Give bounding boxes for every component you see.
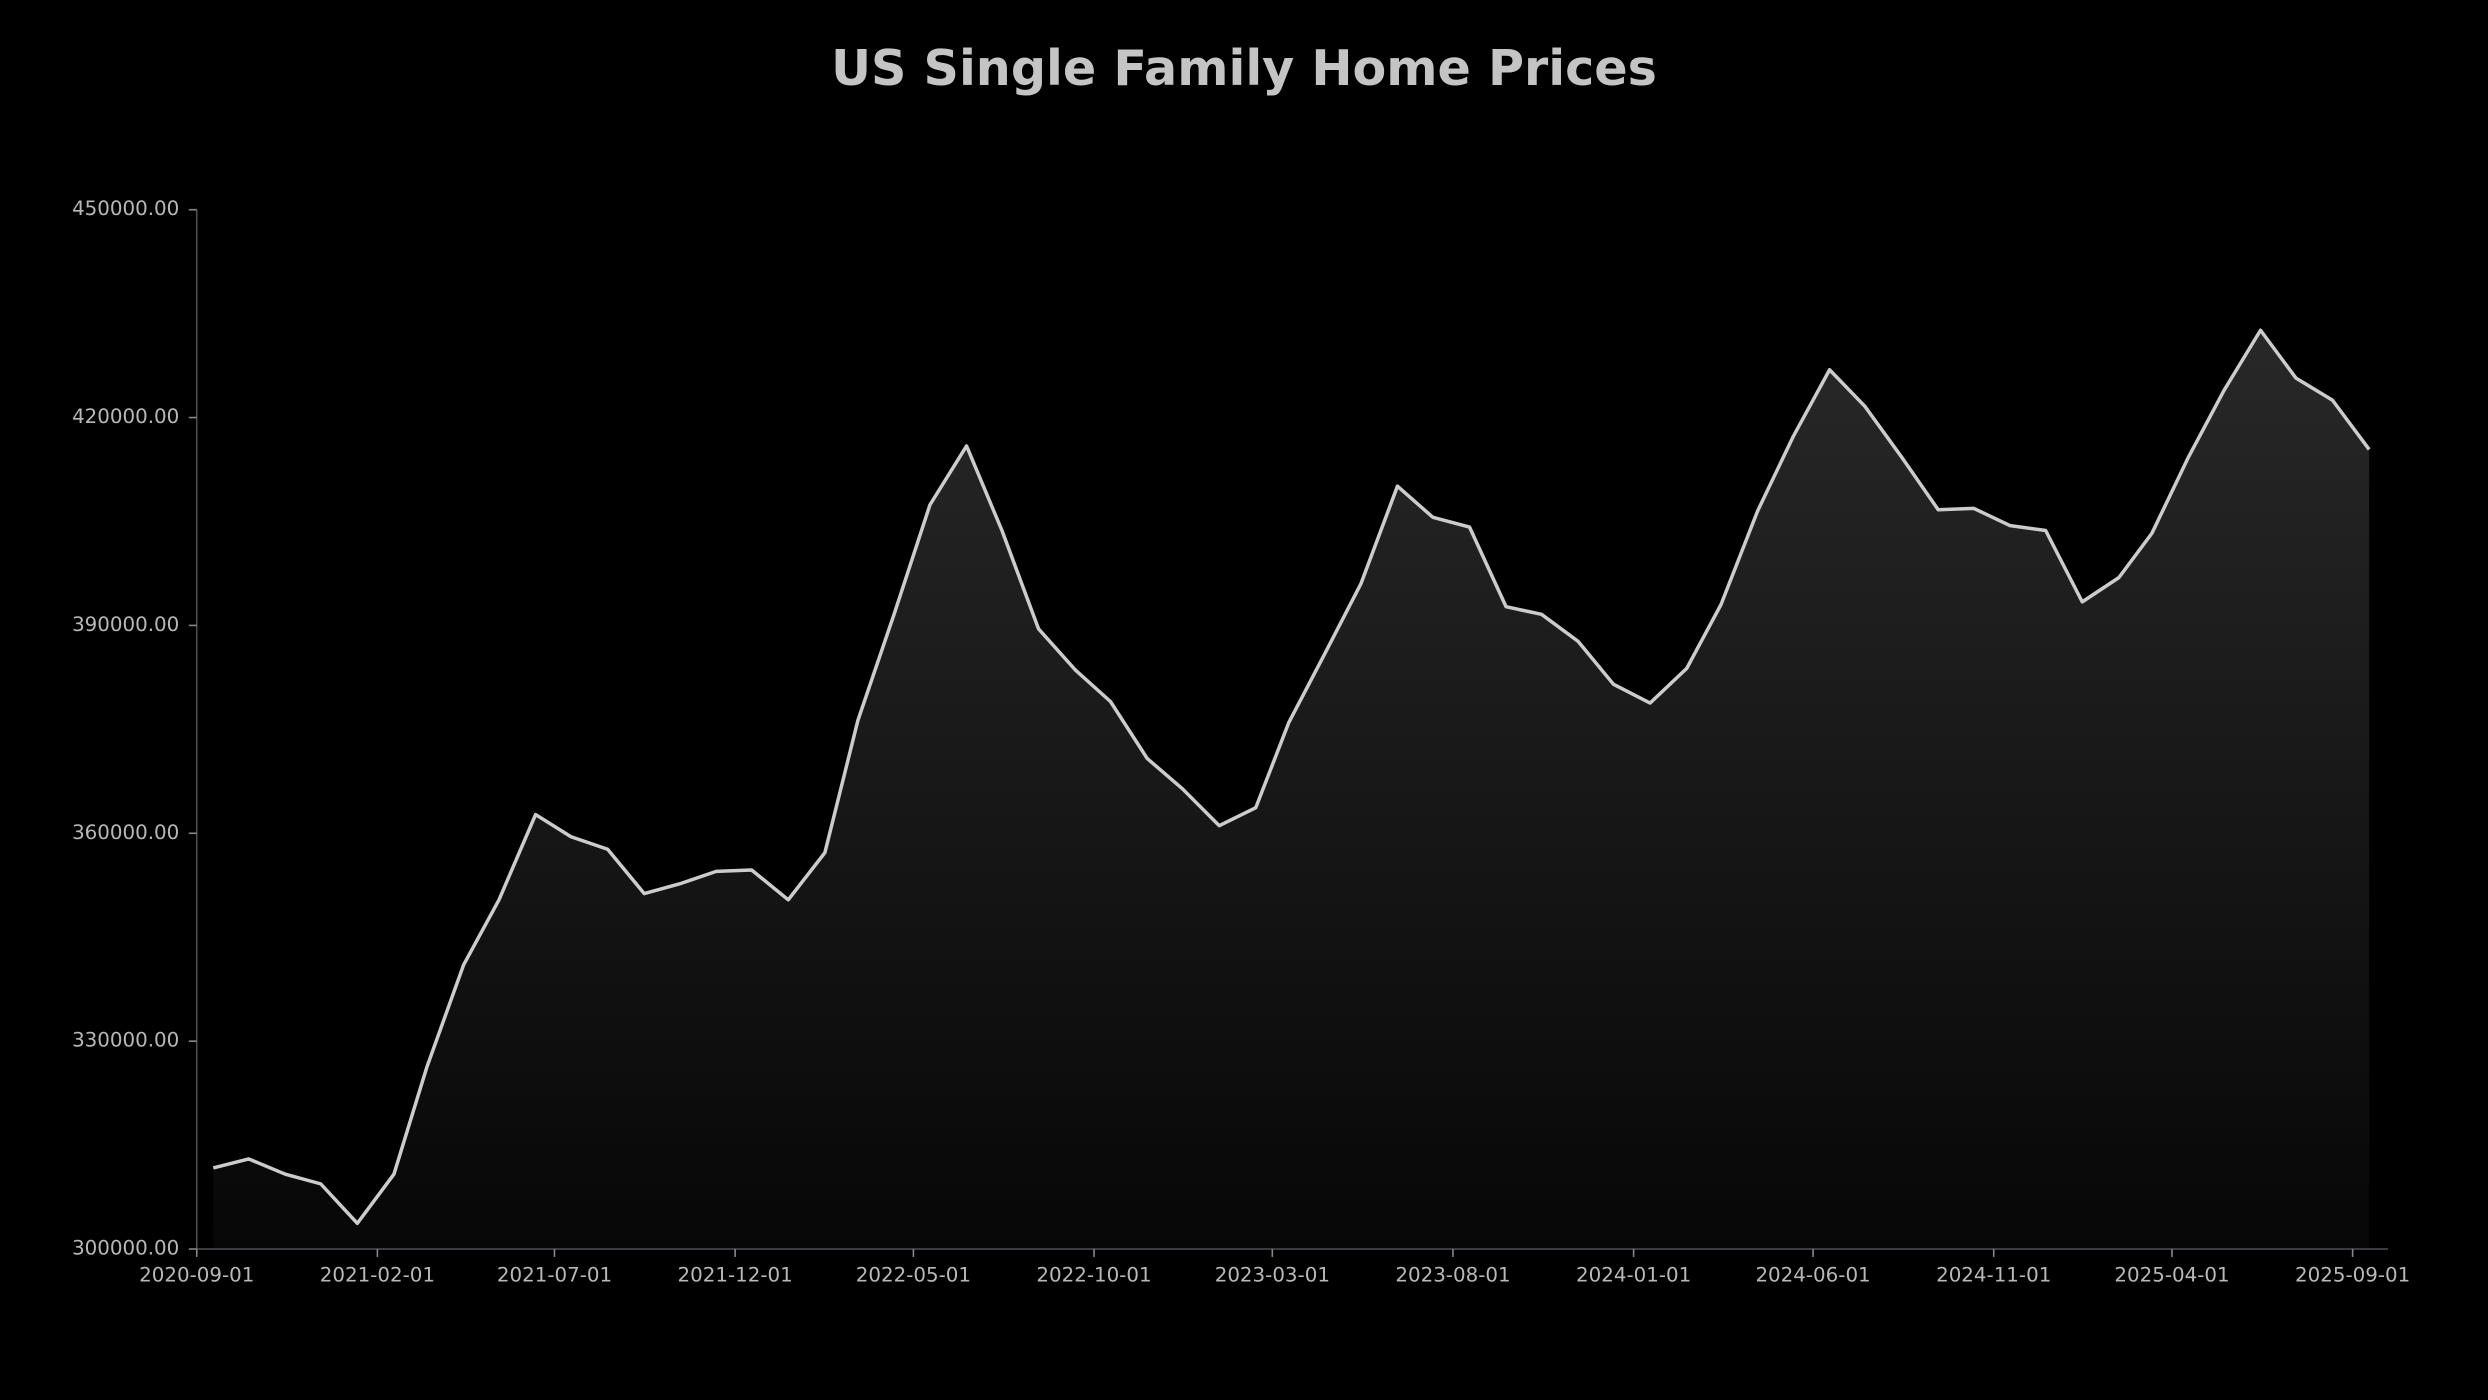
y-tick-label: 420000.00 [72,405,179,428]
x-tick-label: 2023-03-01 [1215,1263,1330,1286]
y-tick-label: 300000.00 [72,1237,179,1260]
x-tick-label: 2020-09-01 [139,1263,254,1286]
x-tick-label: 2025-09-01 [2295,1263,2410,1286]
x-tick-label: 2022-05-01 [856,1263,971,1286]
y-tick-label: 360000.00 [72,821,179,844]
y-tick-label: 450000.00 [72,197,179,220]
y-tick-label: 330000.00 [72,1029,179,1052]
line [212,328,2371,1226]
y-tick-label: 390000.00 [72,613,179,636]
x-tick-label: 2024-11-01 [1936,1263,2051,1286]
chart-title: US Single Family Home Prices [831,39,1657,97]
area-fill [213,330,2370,1250]
x-tick-label: 2024-06-01 [1755,1263,1870,1286]
x-tick-label: 2021-02-01 [320,1263,435,1286]
x-tick-label: 2024-01-01 [1576,1263,1691,1286]
x-tick-label: 2023-08-01 [1395,1263,1510,1286]
x-tick-label: 2025-04-01 [2114,1263,2229,1286]
x-tick-label: 2022-10-01 [1036,1263,1151,1286]
x-tick-label: 2021-07-01 [497,1263,612,1286]
x-tick-label: 2021-12-01 [678,1263,793,1286]
